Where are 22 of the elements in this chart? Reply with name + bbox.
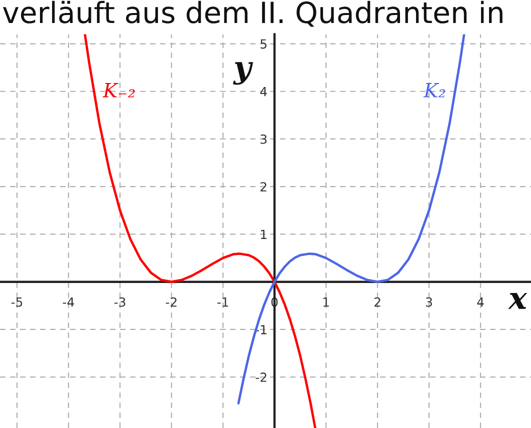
y-tick-label: -2 <box>256 372 266 382</box>
line-series <box>84 34 316 428</box>
x-tick-label: -5 <box>11 297 22 307</box>
chart-title: verläuft aus dem II. Quadranten in <box>2 0 502 27</box>
y-tick-label: 5 <box>260 39 266 49</box>
x-axis-title: x <box>508 292 528 309</box>
x-tick-label: -3 <box>114 297 126 307</box>
x-tick-label: -4 <box>62 297 74 307</box>
y-tick-label: 3 <box>260 134 267 144</box>
y-axis-title: y <box>233 62 254 85</box>
y-tick-label: 1 <box>260 230 266 239</box>
series-label: K₋₂ <box>102 83 135 98</box>
x-tick-label: 4 <box>477 297 484 307</box>
series-label: K₂ <box>423 83 446 98</box>
x-tick-label: 3 <box>426 297 432 307</box>
y-tick-label: 2 <box>260 182 266 192</box>
x-tick-label: -1 <box>217 297 228 307</box>
y-tick-label: -1 <box>256 325 266 334</box>
x-tick-label: 2 <box>374 297 380 307</box>
y-tick-label: 4 <box>260 87 267 96</box>
x-tick-label: -2 <box>166 297 176 307</box>
x-tick-label: 1 <box>323 297 329 307</box>
